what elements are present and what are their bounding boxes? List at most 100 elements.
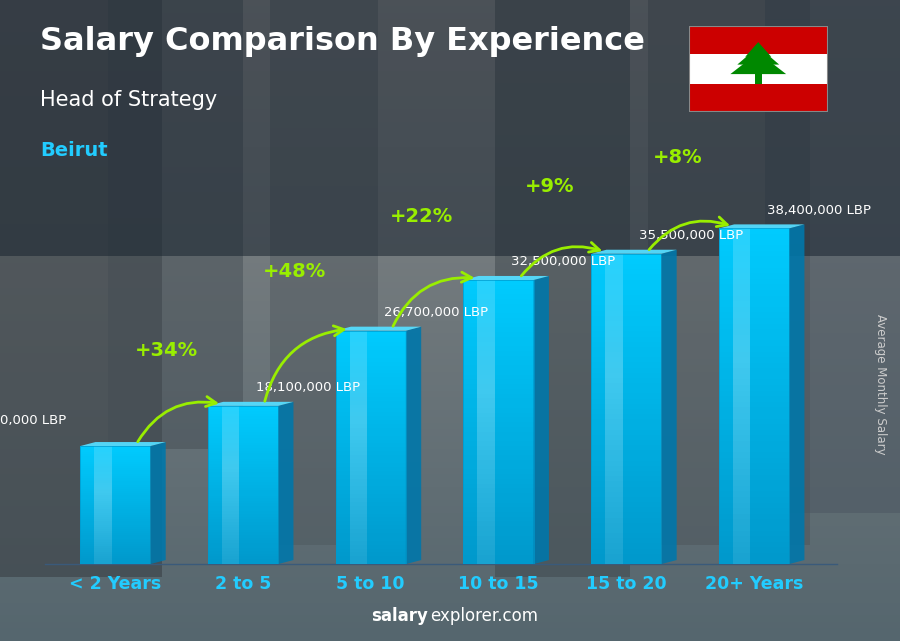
Bar — [464, 294, 534, 299]
Bar — [208, 540, 278, 543]
Bar — [477, 375, 495, 379]
Bar — [350, 494, 367, 498]
Bar — [350, 517, 367, 521]
Bar — [350, 397, 367, 401]
Bar — [719, 413, 789, 419]
Bar — [477, 531, 495, 536]
Bar — [464, 455, 534, 460]
Bar — [208, 477, 278, 479]
Bar — [80, 505, 150, 507]
Bar — [0, 346, 900, 353]
Bar — [336, 537, 406, 541]
Bar — [94, 542, 112, 544]
Bar — [208, 448, 278, 451]
Bar — [605, 362, 623, 367]
Bar — [0, 128, 900, 135]
Bar — [477, 526, 495, 531]
Bar — [477, 403, 495, 408]
Bar — [222, 524, 239, 527]
Bar — [605, 274, 623, 279]
Polygon shape — [591, 250, 677, 254]
Bar — [80, 479, 150, 481]
Bar — [477, 488, 495, 493]
Text: Head of Strategy: Head of Strategy — [40, 90, 218, 110]
Bar — [336, 424, 406, 428]
Bar — [336, 494, 406, 498]
Bar — [605, 383, 623, 388]
Bar — [605, 342, 623, 347]
Bar — [591, 259, 662, 264]
Bar — [733, 497, 751, 503]
Bar — [477, 536, 495, 540]
Bar — [0, 212, 900, 218]
Bar — [0, 590, 900, 596]
Bar — [719, 424, 789, 430]
Bar — [733, 441, 751, 447]
Bar — [0, 6, 900, 13]
Bar — [336, 483, 406, 487]
Bar — [591, 326, 662, 331]
Bar — [350, 424, 367, 428]
Bar — [94, 476, 112, 478]
Bar — [208, 545, 278, 548]
Bar — [464, 337, 534, 342]
Bar — [350, 428, 367, 432]
Bar — [350, 470, 367, 474]
Bar — [336, 331, 406, 335]
Bar — [222, 540, 239, 543]
Bar — [733, 234, 751, 240]
Bar — [80, 454, 150, 456]
Bar — [208, 417, 278, 419]
Bar — [605, 440, 623, 445]
Bar — [94, 505, 112, 507]
Bar — [94, 462, 112, 464]
Bar — [464, 512, 534, 517]
Bar — [733, 267, 751, 273]
Bar — [605, 301, 623, 306]
Bar — [591, 502, 662, 507]
Bar — [208, 414, 278, 417]
Bar — [222, 527, 239, 530]
Bar — [0, 417, 900, 423]
Bar — [350, 510, 367, 513]
Bar — [591, 549, 662, 554]
Bar — [733, 379, 751, 385]
Bar — [0, 532, 900, 538]
Bar — [464, 498, 534, 503]
Bar — [350, 447, 367, 451]
Bar — [464, 304, 534, 308]
Bar — [591, 295, 662, 301]
Bar — [350, 362, 367, 366]
Bar — [605, 316, 623, 321]
Bar — [719, 267, 789, 273]
Bar — [0, 192, 900, 199]
Bar — [733, 301, 751, 307]
Bar — [464, 328, 534, 332]
Bar — [733, 340, 751, 346]
Polygon shape — [719, 224, 805, 228]
Bar — [477, 328, 495, 332]
Bar — [94, 535, 112, 537]
Bar — [208, 490, 278, 493]
Bar — [336, 553, 406, 556]
Bar — [464, 422, 534, 427]
Bar — [336, 545, 406, 549]
Bar — [350, 366, 367, 370]
Bar — [336, 420, 406, 424]
Bar — [719, 452, 789, 458]
Bar — [719, 363, 789, 369]
Bar — [350, 541, 367, 545]
Bar — [222, 411, 239, 414]
Bar — [0, 77, 900, 83]
Polygon shape — [406, 327, 421, 564]
Bar — [222, 438, 239, 440]
Bar — [336, 510, 406, 513]
Bar — [605, 471, 623, 476]
Bar — [80, 450, 150, 452]
Bar — [350, 502, 367, 506]
Bar — [270, 0, 378, 545]
Bar — [350, 420, 367, 424]
Bar — [605, 456, 623, 461]
Bar — [591, 290, 662, 295]
Bar — [605, 435, 623, 440]
